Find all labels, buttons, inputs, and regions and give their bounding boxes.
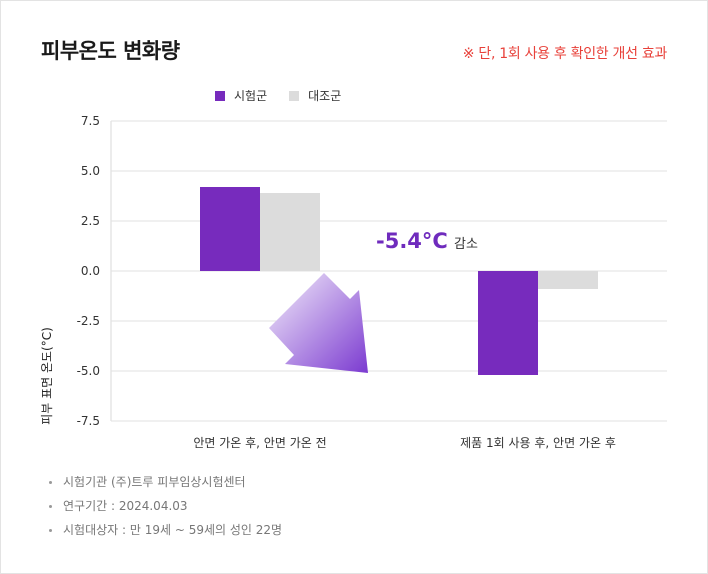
legend: 시험군 대조군 bbox=[215, 87, 363, 104]
y-tick-label: -7.5 bbox=[77, 414, 100, 428]
y-tick-label: 2.5 bbox=[81, 214, 100, 228]
footnotes: 시험기관 (주)트루 피부임상시험센터 연구기간 : 2024.04.03 시험… bbox=[49, 473, 282, 545]
legend-label-control: 대조군 bbox=[308, 89, 342, 103]
x-category-label: 제품 1회 사용 후, 안면 가온 후 bbox=[460, 436, 616, 450]
down-arrow-icon bbox=[269, 273, 368, 373]
y-tick-label: 7.5 bbox=[81, 114, 100, 128]
footnote-item: 시험기관 (주)트루 피부임상시험센터 bbox=[49, 473, 282, 497]
page-title: 피부온도 변화량 bbox=[41, 39, 180, 63]
bullet-icon bbox=[49, 529, 52, 532]
legend-item-test: 시험군 bbox=[215, 87, 267, 104]
bar-layer bbox=[200, 187, 598, 375]
bar-test bbox=[200, 187, 260, 271]
y-tick-label: 5.0 bbox=[81, 164, 100, 178]
y-tick-label: 0.0 bbox=[81, 264, 100, 278]
label-layer: 7.5 5.0 2.5 0.0 -2.5 -5.0 -7.5 안면 가온 후, 안면 가온 전… bbox=[77, 114, 616, 450]
footnote-text: 시험기관 (주)트루 피부임상시험센터 bbox=[63, 475, 246, 489]
bullet-icon bbox=[49, 505, 52, 508]
legend-item-control: 대조군 bbox=[289, 87, 341, 104]
annotation-value: -5.4°C bbox=[376, 229, 448, 253]
y-axis-label: 피부 표면 온도(°C) bbox=[40, 327, 54, 425]
note-text: ※ 단, 1회 사용 후 확인한 개선 효과 bbox=[462, 46, 668, 62]
y-tick-label: -2.5 bbox=[77, 314, 100, 328]
x-category-label: 안면 가온 후, 안면 가온 전 bbox=[193, 436, 326, 450]
footnote-item: 연구기간 : 2024.04.03 bbox=[49, 497, 282, 521]
legend-swatch-test bbox=[215, 90, 225, 101]
footnote-item: 시험대상자 : 만 19세 ~ 59세의 성인 22명 bbox=[49, 521, 282, 545]
bar-control bbox=[538, 271, 598, 289]
footnote-text: 연구기간 : 2024.04.03 bbox=[63, 499, 188, 513]
bar-test bbox=[478, 271, 538, 375]
legend-swatch-control bbox=[289, 90, 300, 101]
bar-control bbox=[260, 193, 320, 271]
legend-label-test: 시험군 bbox=[234, 89, 268, 103]
footnote-text: 시험대상자 : 만 19세 ~ 59세의 성인 22명 bbox=[63, 523, 283, 537]
bullet-icon bbox=[49, 481, 52, 484]
annotation-suffix: 감소 bbox=[454, 237, 478, 252]
y-tick-label: -5.0 bbox=[77, 364, 100, 378]
